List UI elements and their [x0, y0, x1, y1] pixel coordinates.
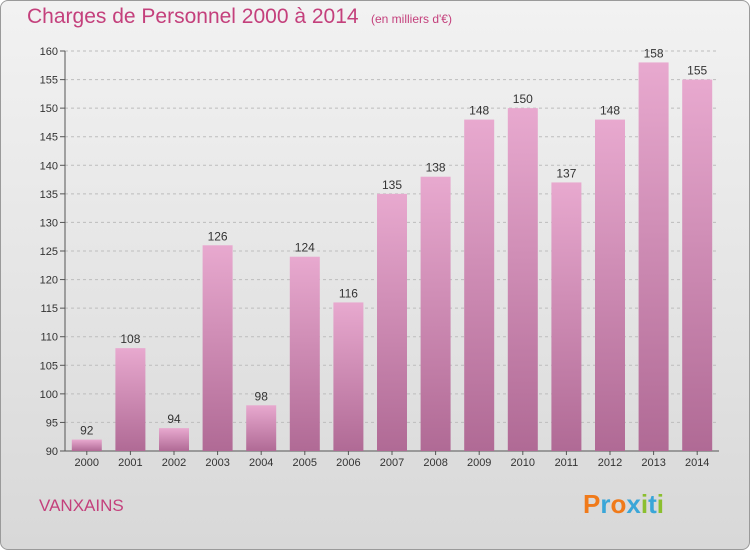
y-tick-label: 90 — [46, 446, 58, 458]
x-tick-label: 2013 — [641, 457, 665, 469]
bar — [682, 79, 713, 452]
x-tick-label: 2004 — [249, 457, 273, 469]
y-tick-label: 120 — [40, 275, 58, 287]
bar — [507, 108, 538, 452]
labels: 90 95 100 105 110 115 120 125 130 135 140 145 150 155… — [40, 46, 710, 469]
x-tick-label: 2005 — [293, 457, 317, 469]
chart-subtitle: (en milliers d'€) — [371, 12, 452, 26]
bar — [595, 119, 625, 452]
x-tick-label: 2006 — [336, 457, 360, 469]
data-label: 148 — [600, 104, 620, 118]
bar — [246, 405, 277, 451]
data-label: 98 — [255, 389, 269, 403]
data-label: 108 — [120, 332, 140, 346]
logo-letter: i — [656, 489, 664, 519]
data-label: 150 — [513, 92, 533, 106]
data-label: 135 — [382, 178, 402, 192]
bar — [202, 245, 233, 451]
y-tick-label: 100 — [40, 389, 58, 401]
data-label: 138 — [426, 161, 446, 175]
y-tick-label: 150 — [40, 103, 58, 115]
x-tick-label: 2000 — [75, 457, 99, 469]
bar — [551, 182, 582, 451]
y-tick-label: 155 — [40, 75, 58, 87]
bar — [71, 439, 102, 451]
y-tick-label: 130 — [40, 217, 58, 229]
y-tick-label: 105 — [40, 360, 58, 372]
data-label: 124 — [295, 241, 315, 255]
x-tick-label: 2009 — [467, 457, 491, 469]
logo-letter: r — [600, 489, 611, 519]
logo-letter: x — [626, 489, 641, 519]
x-tick-label: 2012 — [598, 457, 622, 469]
data-label: 92 — [80, 424, 94, 438]
bar — [159, 428, 189, 451]
logo-letter: o — [610, 489, 627, 519]
logo-letter: t — [648, 489, 657, 519]
y-tick-label: 160 — [40, 46, 58, 58]
bar — [464, 119, 495, 452]
data-label: 158 — [644, 46, 664, 60]
y-tick-label: 110 — [40, 332, 58, 344]
bar — [289, 256, 320, 451]
bar — [420, 176, 451, 451]
y-tick-label: 140 — [40, 160, 58, 172]
x-tick-label: 2003 — [205, 457, 229, 469]
y-tick-label: 95 — [46, 417, 58, 429]
x-tick-label: 2002 — [162, 457, 186, 469]
logo-letter: i — [640, 489, 649, 519]
data-label: 94 — [167, 412, 181, 426]
chart-title: Charges de Personnel 2000 à 2014 — [27, 5, 359, 28]
bar — [377, 193, 407, 451]
commune-name: VANXAINS — [39, 496, 124, 515]
y-tick-label: 125 — [40, 246, 58, 258]
bar — [638, 62, 669, 452]
y-tick-label: 135 — [40, 189, 58, 201]
x-tick-label: 2008 — [423, 457, 447, 469]
bars — [71, 62, 713, 452]
bar — [333, 302, 364, 451]
x-tick-label: 2014 — [685, 457, 709, 469]
x-tick-label: 2010 — [511, 457, 535, 469]
y-tick-label: 145 — [40, 132, 58, 144]
data-label: 137 — [556, 166, 576, 180]
y-tick-label: 115 — [40, 303, 58, 315]
data-label: 148 — [469, 104, 489, 118]
data-label: 126 — [208, 229, 228, 243]
x-tick-label: 2011 — [555, 457, 579, 469]
x-tick-label: 2007 — [380, 457, 404, 469]
data-label: 116 — [339, 286, 358, 300]
proxiti-logo: Proxiti — [583, 489, 664, 520]
logo-letter: P — [583, 489, 601, 519]
bar — [115, 348, 146, 451]
x-tick-label: 2001 — [118, 457, 142, 469]
data-label: 155 — [687, 64, 707, 78]
